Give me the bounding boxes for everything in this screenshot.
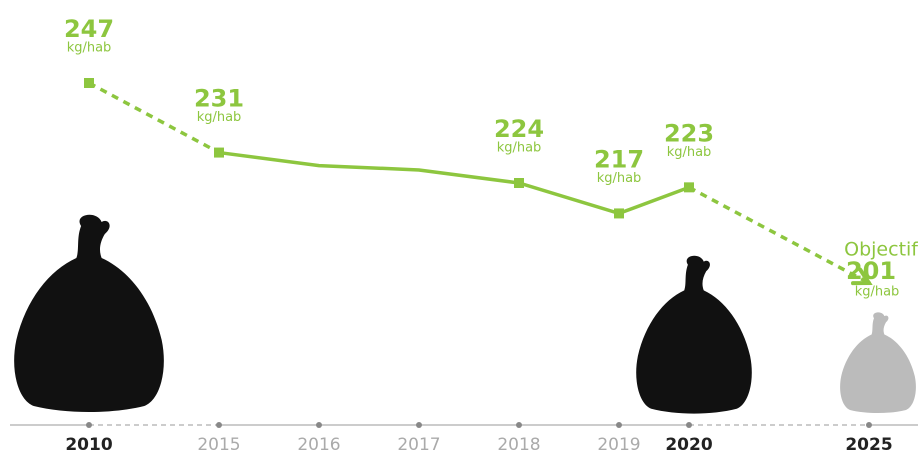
plot: 2010 2015 2016 2017 2018 2019 2020 2025247kg/ha… — [10, 15, 918, 455]
unit-label: kg/hab — [667, 145, 712, 160]
unit-label: kg/hab — [855, 285, 900, 300]
x-tick-label: 2017 — [397, 435, 440, 455]
x-tick-label: 2018 — [497, 435, 540, 455]
axis-tick — [686, 422, 692, 428]
bag-2025 — [840, 312, 916, 414]
value-label: 217 — [594, 145, 644, 173]
unit-label: kg/hab — [67, 41, 112, 56]
point — [684, 182, 694, 193]
point — [514, 178, 524, 188]
point — [867, 281, 871, 285]
x-tick-label: 2016 — [297, 435, 340, 455]
x-tick-label: 2015 — [197, 435, 240, 455]
value-label: 201 — [846, 257, 896, 285]
annotation: Objectif — [844, 239, 918, 261]
point — [84, 78, 94, 88]
axis-tick — [516, 422, 522, 428]
point — [614, 208, 624, 219]
line-segment — [218, 150, 690, 216]
axis-tick — [216, 422, 222, 428]
value-label: 247 — [64, 15, 114, 43]
x-tick-label: 2019 — [597, 435, 640, 455]
axis-tick — [86, 422, 92, 428]
x-tick-label: 2010 — [65, 435, 112, 455]
x-tick-label: 2020 — [665, 435, 712, 455]
line-segment — [688, 185, 870, 285]
bag-2020 — [636, 255, 752, 414]
x-tick-label: 2025 — [845, 435, 892, 455]
point — [214, 147, 224, 158]
value-label: 224 — [494, 115, 544, 143]
axis-tick — [416, 422, 422, 428]
line-segment — [88, 81, 220, 155]
unit-label: kg/hab — [597, 171, 642, 186]
value-label: 223 — [664, 119, 714, 147]
axis-tick — [616, 422, 622, 428]
unit-label: kg/hab — [497, 141, 542, 156]
value-label: 231 — [194, 85, 244, 113]
bag-2010 — [14, 214, 164, 412]
axis-tick — [866, 422, 872, 428]
unit-label: kg/hab — [197, 110, 242, 125]
axis-tick — [316, 422, 322, 428]
